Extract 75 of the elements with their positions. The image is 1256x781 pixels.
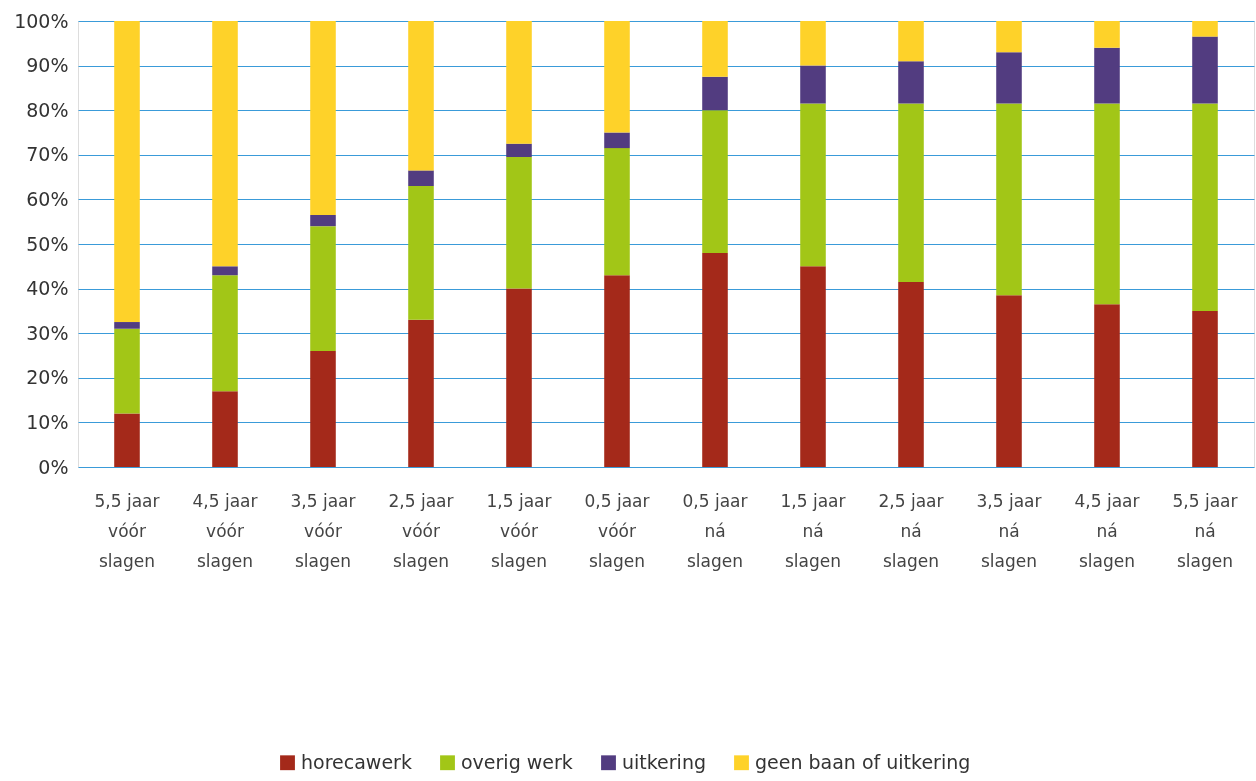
bar [1192, 310, 1218, 467]
bar [800, 266, 826, 467]
bar [506, 157, 532, 289]
y-tick-label: 60% [26, 187, 69, 210]
x-tick-label: 3,5 jaar vóór slagen [290, 490, 356, 571]
bar [800, 65, 826, 104]
bar [702, 252, 728, 467]
bar [310, 351, 336, 467]
bar [996, 103, 1022, 296]
y-tick-label: 0% [38, 455, 69, 478]
bar [408, 319, 434, 467]
bar [996, 21, 1022, 53]
legend-label: overig werk [461, 750, 573, 773]
x-tick-label: 1,5 jaar ná slagen [780, 490, 846, 571]
bar [898, 281, 924, 467]
bar [898, 21, 924, 62]
bar [114, 413, 140, 467]
bar [1094, 47, 1120, 104]
bar [800, 103, 826, 267]
x-tick-label: 2,5 jaar vóór slagen [388, 490, 454, 571]
y-tick-label: 90% [26, 54, 69, 77]
bar [1192, 103, 1218, 311]
bar [604, 132, 630, 149]
bar [898, 103, 924, 282]
bar [800, 21, 826, 66]
bar [310, 226, 336, 352]
x-tick-label: 3,5 jaar ná slagen [976, 490, 1042, 571]
y-tick-label: 10% [26, 410, 69, 433]
bar [1094, 103, 1120, 305]
bar [506, 143, 532, 158]
x-tick-label: 2,5 jaar ná slagen [878, 490, 944, 571]
bar [212, 391, 238, 467]
y-tick-label: 40% [26, 277, 69, 300]
x-tick-label: 0,5 jaar vóór slagen [584, 490, 650, 571]
bar [898, 61, 924, 104]
bar [506, 21, 532, 144]
bar [702, 21, 728, 77]
legend-label: horecawerk [301, 750, 412, 773]
bar [702, 110, 728, 253]
bar [702, 76, 728, 111]
x-tick-label: 5,5 jaar ná slagen [1172, 490, 1238, 571]
x-tick-label: 0,5 jaar ná slagen [682, 490, 748, 571]
bar [1192, 36, 1218, 104]
legend-label: uitkering [622, 750, 706, 773]
bar [408, 170, 434, 187]
x-tick-label: 4,5 jaar vóór slagen [192, 490, 258, 571]
y-tick-label: 100% [14, 9, 69, 32]
y-tick-label: 30% [26, 321, 69, 344]
bar [114, 328, 140, 414]
x-tick-label: 1,5 jaar vóór slagen [486, 490, 552, 571]
y-tick-label: 50% [26, 232, 69, 255]
x-tick-label: 5,5 jaar vóór slagen [94, 490, 160, 571]
bar [506, 288, 532, 467]
x-tick-label: 4,5 jaar ná slagen [1074, 490, 1140, 571]
bar [996, 52, 1022, 104]
bar [310, 21, 336, 216]
y-tick-label: 20% [26, 366, 69, 389]
bar [212, 266, 238, 276]
bar [604, 21, 630, 133]
bar [310, 215, 336, 227]
bar [1094, 21, 1120, 48]
bar [114, 21, 140, 323]
bar [212, 275, 238, 392]
legend-label: geen baan of uitkering [755, 750, 971, 773]
bar [1094, 304, 1120, 467]
y-tick-label: 80% [26, 98, 69, 121]
bar [604, 275, 630, 467]
y-tick-label: 70% [26, 143, 69, 166]
bar [408, 186, 434, 320]
bar [1192, 21, 1218, 37]
bar [604, 148, 630, 276]
bar [212, 21, 238, 267]
bar [408, 21, 434, 171]
bar [996, 295, 1022, 467]
bar [114, 322, 140, 329]
